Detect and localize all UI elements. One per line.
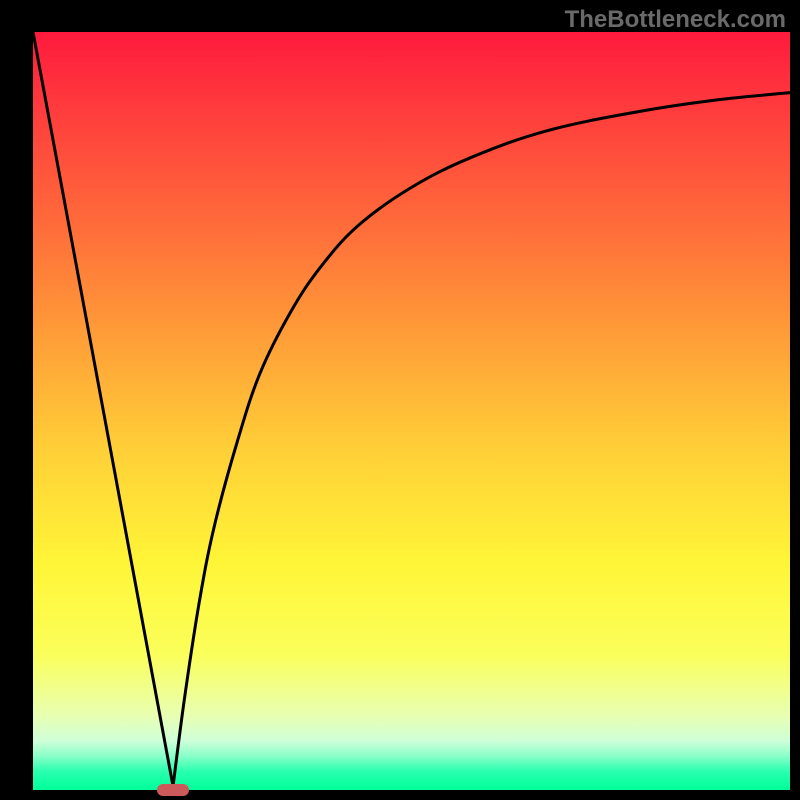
left-descending-line [33, 32, 173, 786]
right-ascending-curve [173, 93, 790, 787]
minimum-marker [157, 784, 189, 796]
chart-container: { "source_watermark": { "text": "TheBott… [0, 0, 800, 800]
curve-layer [33, 32, 790, 790]
watermark-text: TheBottleneck.com [565, 6, 786, 34]
plot-area [33, 32, 790, 790]
